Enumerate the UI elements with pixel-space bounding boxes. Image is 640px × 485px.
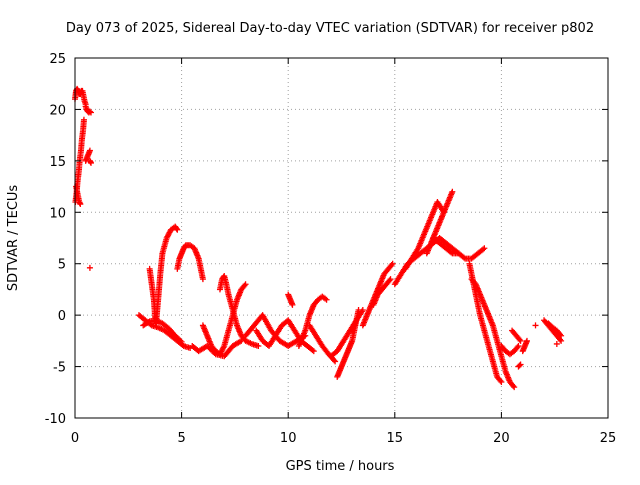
x-tick-label: 15 [387, 431, 404, 446]
data-point [86, 108, 93, 115]
data-point [323, 296, 330, 303]
data-point [87, 109, 94, 116]
y-axis-label: SDTVAR / TECUs [6, 185, 21, 292]
data-points [72, 85, 565, 391]
x-tick-label: 25 [600, 431, 617, 446]
y-tick-label: 20 [49, 103, 66, 118]
data-point [517, 337, 524, 344]
data-point [448, 249, 455, 256]
data-point [353, 317, 360, 324]
x-tick-label: 20 [493, 431, 510, 446]
y-tick-label: -10 [45, 412, 66, 427]
x-axis-label: GPS time / hours [286, 459, 395, 474]
data-point [515, 343, 522, 349]
data-point [289, 301, 296, 308]
data-point [558, 332, 565, 339]
y-tick-label: 10 [49, 206, 66, 221]
data-point [517, 361, 524, 368]
y-tick-label: 25 [49, 52, 66, 67]
data-point [309, 347, 316, 354]
data-point [480, 246, 487, 253]
axis-ticks [74, 57, 609, 419]
data-point [449, 188, 456, 195]
data-point [523, 337, 530, 344]
data-point [332, 358, 339, 365]
data-point [498, 379, 505, 385]
data-point [497, 377, 504, 384]
x-tick-label: 10 [280, 431, 297, 446]
data-point [387, 276, 394, 283]
tick-labels: 0 5 10 15 20 25 -10 -5 0 5 10 15 20 25 [45, 52, 617, 446]
data-point [481, 245, 488, 252]
data-point [86, 147, 93, 154]
data-point [145, 319, 152, 326]
data-point [310, 348, 317, 355]
y-tick-label: -5 [53, 361, 66, 376]
data-point [516, 336, 523, 343]
data-point [386, 277, 393, 284]
data-point [87, 159, 94, 166]
data-point [331, 357, 338, 364]
data-point [532, 322, 539, 329]
data-point [557, 336, 564, 343]
y-tick-label: 5 [58, 258, 66, 273]
data-point [511, 384, 518, 391]
data-point [460, 254, 467, 261]
data-point [199, 276, 206, 283]
data-point [242, 281, 249, 288]
data-point [510, 382, 517, 389]
data-point [255, 343, 262, 349]
data-point [241, 282, 248, 289]
data-point [553, 340, 560, 347]
data-point [355, 307, 362, 313]
data-point [178, 338, 185, 345]
data-point [516, 362, 523, 369]
data-point [177, 337, 184, 344]
x-tick-label: 0 [71, 431, 79, 446]
data-point [174, 226, 181, 233]
data-point [77, 201, 84, 208]
data-point [86, 264, 93, 271]
data-point [173, 225, 180, 232]
data-point [80, 116, 87, 123]
data-point [389, 260, 396, 267]
y-tick-label: 15 [49, 155, 66, 170]
data-point [557, 331, 564, 338]
data-point [558, 337, 565, 344]
chart-title: Day 073 of 2025, Sidereal Day-to-day VTE… [66, 21, 594, 36]
x-tick-label: 5 [177, 431, 185, 446]
plot-frame [74, 57, 609, 419]
y-tick-label: 0 [58, 309, 66, 324]
data-point [514, 344, 521, 351]
data-point [388, 262, 395, 268]
